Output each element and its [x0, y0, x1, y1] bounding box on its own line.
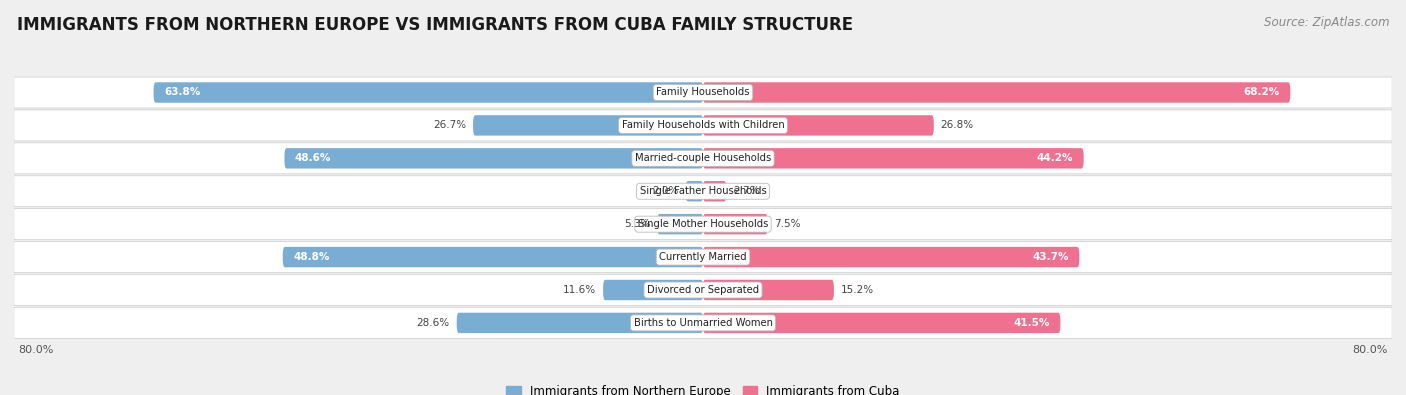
FancyBboxPatch shape: [153, 82, 703, 103]
Text: Divorced or Separated: Divorced or Separated: [647, 285, 759, 295]
Text: 48.8%: 48.8%: [292, 252, 329, 262]
FancyBboxPatch shape: [472, 115, 703, 135]
Text: 2.0%: 2.0%: [652, 186, 679, 196]
FancyBboxPatch shape: [703, 214, 768, 234]
FancyBboxPatch shape: [703, 82, 1291, 103]
Text: 26.8%: 26.8%: [941, 120, 974, 130]
FancyBboxPatch shape: [284, 148, 703, 169]
FancyBboxPatch shape: [703, 115, 934, 135]
Text: 43.7%: 43.7%: [1032, 252, 1069, 262]
FancyBboxPatch shape: [603, 280, 703, 300]
Legend: Immigrants from Northern Europe, Immigrants from Cuba: Immigrants from Northern Europe, Immigra…: [502, 380, 904, 395]
FancyBboxPatch shape: [703, 280, 834, 300]
Text: 41.5%: 41.5%: [1014, 318, 1050, 328]
Text: 15.2%: 15.2%: [841, 285, 875, 295]
Text: IMMIGRANTS FROM NORTHERN EUROPE VS IMMIGRANTS FROM CUBA FAMILY STRUCTURE: IMMIGRANTS FROM NORTHERN EUROPE VS IMMIG…: [17, 16, 853, 34]
Text: 80.0%: 80.0%: [18, 345, 53, 355]
FancyBboxPatch shape: [658, 214, 703, 234]
FancyBboxPatch shape: [14, 242, 1392, 273]
Text: 28.6%: 28.6%: [416, 318, 450, 328]
FancyBboxPatch shape: [14, 110, 1392, 141]
FancyBboxPatch shape: [457, 313, 703, 333]
Text: 44.2%: 44.2%: [1036, 153, 1073, 163]
Text: Family Households: Family Households: [657, 88, 749, 98]
Text: 2.7%: 2.7%: [733, 186, 759, 196]
FancyBboxPatch shape: [14, 209, 1392, 240]
Text: 7.5%: 7.5%: [775, 219, 801, 229]
Text: 48.6%: 48.6%: [295, 153, 332, 163]
Text: 80.0%: 80.0%: [1353, 345, 1388, 355]
Text: Married-couple Households: Married-couple Households: [636, 153, 770, 163]
FancyBboxPatch shape: [14, 176, 1392, 207]
Text: Family Households with Children: Family Households with Children: [621, 120, 785, 130]
Text: Currently Married: Currently Married: [659, 252, 747, 262]
FancyBboxPatch shape: [703, 148, 1084, 169]
FancyBboxPatch shape: [703, 313, 1060, 333]
Text: 26.7%: 26.7%: [433, 120, 467, 130]
Text: Births to Unmarried Women: Births to Unmarried Women: [634, 318, 772, 328]
Text: 68.2%: 68.2%: [1244, 88, 1279, 98]
FancyBboxPatch shape: [703, 181, 727, 201]
FancyBboxPatch shape: [14, 143, 1392, 174]
Text: Source: ZipAtlas.com: Source: ZipAtlas.com: [1264, 16, 1389, 29]
FancyBboxPatch shape: [703, 247, 1080, 267]
Text: Single Father Households: Single Father Households: [640, 186, 766, 196]
FancyBboxPatch shape: [283, 247, 703, 267]
Text: Single Mother Households: Single Mother Households: [638, 219, 768, 229]
Text: 5.3%: 5.3%: [624, 219, 651, 229]
Text: 11.6%: 11.6%: [562, 285, 596, 295]
FancyBboxPatch shape: [686, 181, 703, 201]
FancyBboxPatch shape: [14, 275, 1392, 305]
FancyBboxPatch shape: [14, 307, 1392, 339]
FancyBboxPatch shape: [14, 77, 1392, 108]
Text: 63.8%: 63.8%: [165, 88, 200, 98]
